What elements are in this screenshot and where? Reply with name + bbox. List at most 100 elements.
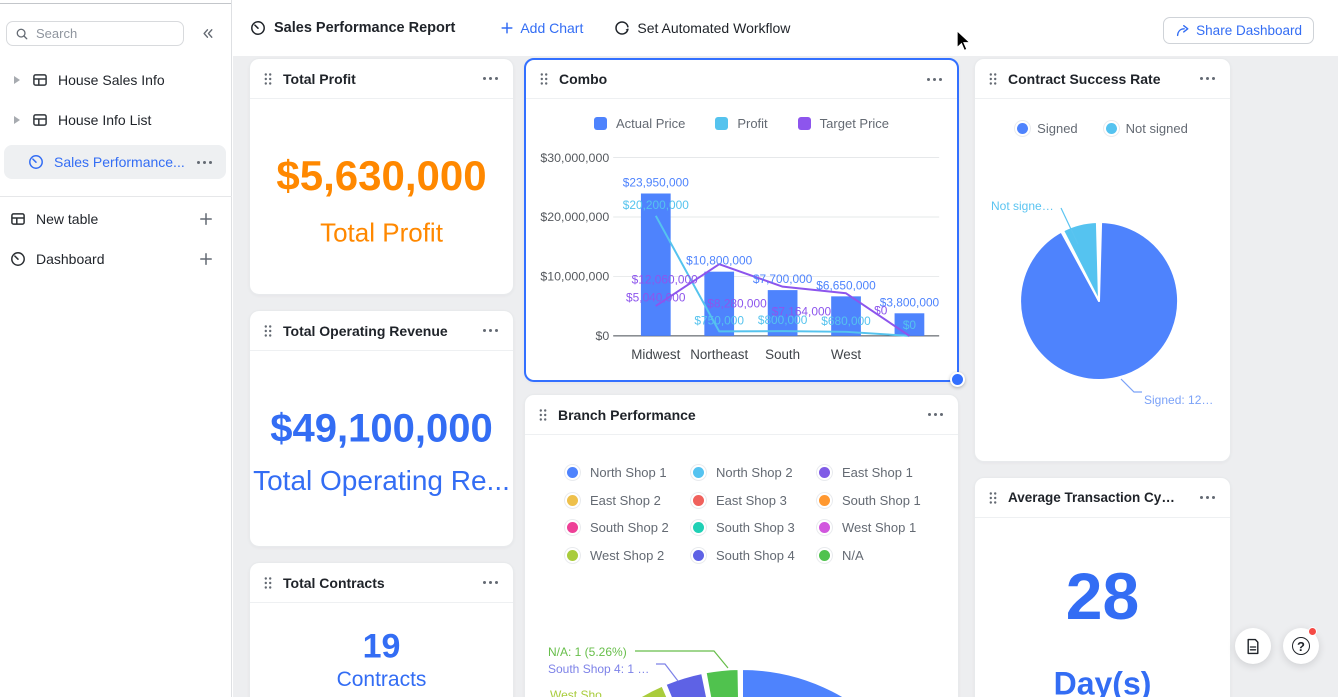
sidebar-action-dashboard[interactable]: Dashboard [0,242,232,276]
sidebar-item-house-info-list[interactable]: House Info List [0,103,232,137]
kpi-label: Total Profit [320,217,443,248]
share-arrow-icon [1177,25,1189,37]
legend-swatch [693,494,704,506]
card-total-profit[interactable]: Total Profit $5,630,000 Total Profit [249,58,514,295]
card-menu-icon[interactable] [1198,492,1217,503]
add-table-button[interactable] [198,211,214,227]
legend-item-target-price[interactable]: Target Price [797,116,889,131]
docs-help-button[interactable] [1235,628,1271,664]
sidebar-collapse-button[interactable] [196,22,218,44]
question-mark-icon: ? [1292,637,1310,655]
drag-handle-icon[interactable] [539,72,549,86]
drag-handle-icon[interactable] [538,408,548,422]
card-title: Average Transaction Cycle [1008,490,1178,505]
legend-item-profit[interactable]: Profit [715,116,768,131]
topbar: Sales Performance Report Add Chart Set A… [233,0,1338,56]
legend-label: South Shop 4 [716,547,795,563]
pie-slice-north-shop-1[interactable] [741,668,942,697]
card-contract-success-rate[interactable]: Contract Success Rate Signed Not signed N… [974,58,1231,462]
legend-swatch [1105,123,1117,134]
profit-data-label: $800,000 [758,313,808,327]
card-menu-icon[interactable] [481,577,500,588]
pie-slice-not-signed[interactable] [1062,221,1100,302]
legend-item-east-shop-1[interactable]: East Shop 1 [819,465,945,480]
pie-slice-west-shop-2[interactable] [629,684,742,697]
card-menu-icon[interactable] [1198,73,1217,84]
kpi-value: $49,100,000 [270,406,493,451]
dashboard-clock-icon [28,154,44,170]
line-profit[interactable] [654,215,910,337]
pie-callout-label: N/A: 1 (5.26%) [548,645,627,659]
card-branch-performance[interactable]: Branch Performance North Shop 1 North Sho… [524,394,959,697]
legend-label: Profit [737,116,768,131]
help-button[interactable]: ? [1283,627,1319,664]
set-automated-workflow-button[interactable]: Set Automated Workflow [614,20,790,36]
drag-handle-icon[interactable] [988,72,998,86]
pie-slice-n-a[interactable] [704,668,742,697]
sidebar-item-sales-performance-dashboard[interactable]: Sales Performance... [4,145,226,179]
search-input[interactable] [36,26,156,41]
legend-swatch [819,467,830,479]
expand-caret-icon[interactable] [14,116,20,124]
card-menu-icon[interactable] [481,325,500,336]
legend-item-south-shop-3[interactable]: South Shop 3 [693,520,819,535]
card-average-transaction-cycle[interactable]: Average Transaction Cycle 28 Day(s) [974,477,1231,697]
add-dashboard-button[interactable] [198,251,214,267]
expand-caret-icon[interactable] [14,76,20,84]
card-menu-icon[interactable] [925,74,944,85]
card-menu-icon[interactable] [481,73,500,84]
card-resize-handle[interactable] [950,372,965,387]
legend-item-south-shop-4[interactable]: South Shop 4 [693,548,819,563]
sidebar-action-new-table[interactable]: New table [0,202,232,236]
legend-swatch [1017,123,1029,134]
legend-item-west-shop-1[interactable]: West Shop 1 [819,520,945,535]
x-category-label: Northeast [690,347,748,362]
card-title: Total Profit [283,70,356,87]
bar-northeast[interactable] [704,271,735,336]
drag-handle-icon[interactable] [263,576,273,590]
drag-handle-icon[interactable] [988,491,998,505]
table-icon [10,211,26,227]
bar-midwest[interactable] [640,193,671,336]
legend-item-n-a[interactable]: N/A [819,548,945,563]
sidebar-action-label: New table [36,211,99,227]
x-category-label: Midwest [631,347,680,362]
bar-west[interactable] [831,296,861,336]
card-menu-icon[interactable] [926,409,945,420]
more-menu-icon[interactable] [195,157,214,168]
legend-item-east-shop-3[interactable]: East Shop 3 [693,493,819,508]
share-dashboard-button[interactable]: Share Dashboard [1163,17,1314,44]
legend-item-west-shop-2[interactable]: West Shop 2 [567,548,693,563]
card-header: Total Profit [250,59,513,99]
legend-item-east-shop-2[interactable]: East Shop 2 [567,493,693,508]
pie-callout-label: Not signe… [991,199,1054,213]
card-total-contracts[interactable]: Total Contracts 19 Contracts [249,562,514,697]
legend-item-actual-price[interactable]: Actual Price [593,116,685,131]
drag-handle-icon[interactable] [263,324,273,338]
legend-item-north-shop-1[interactable]: North Shop 1 [567,465,693,480]
legend-item-south-shop-2[interactable]: South Shop 2 [567,520,693,535]
legend-item-south-shop-1[interactable]: South Shop 1 [819,493,945,508]
line-target-price[interactable] [655,263,910,337]
legend-swatch [593,117,607,130]
y-tick-label: $10,000,000 [540,270,609,284]
pie-slice-south-shop-4[interactable] [664,672,743,697]
kpi-label: Contracts [336,668,427,691]
card-combo-chart[interactable]: Combo Actual Price Profit Target Price $0 $… [524,58,965,387]
card-total-operating-revenue[interactable]: Total Operating Revenue $49,100,000 Tota… [249,310,514,547]
legend-item-not-signed[interactable]: Not signed [1105,121,1188,136]
legend-swatch [715,117,729,130]
drag-handle-icon[interactable] [263,72,273,86]
legend-item-signed[interactable]: Signed [1017,121,1078,136]
sidebar-item-house-sales-info[interactable]: House Sales Info [0,63,232,97]
sidebar-search[interactable] [6,21,184,46]
legend-label: East Shop 3 [716,492,787,508]
kpi-label: Total Operating Re... [253,465,510,496]
pie-label-connector [635,650,729,669]
legend-label: East Shop 1 [842,465,913,481]
bar-data-label: $3,800,000 [880,295,940,309]
add-chart-button[interactable]: Add Chart [500,20,583,36]
legend-item-north-shop-2[interactable]: North Shop 2 [693,465,819,480]
bar-south[interactable] [767,290,798,336]
